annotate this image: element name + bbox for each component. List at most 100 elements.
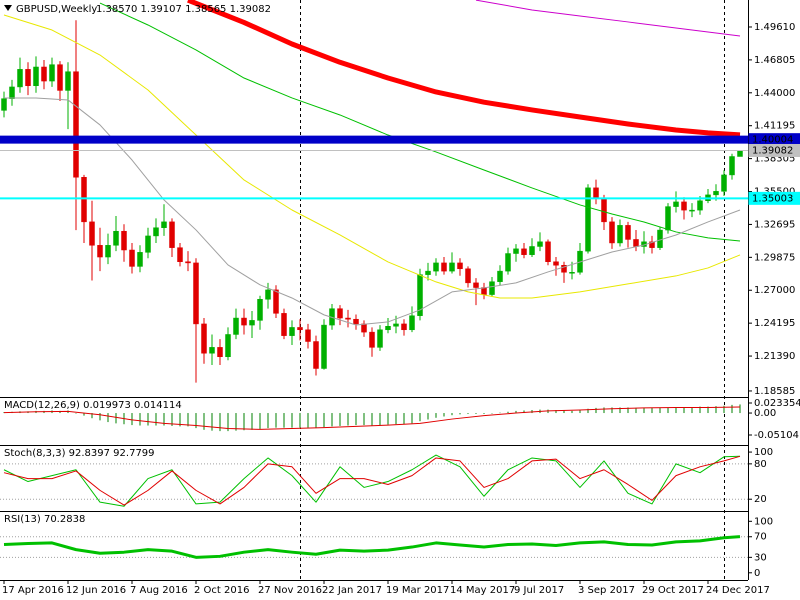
histogram-bar: [651, 407, 653, 414]
candle-body: [625, 225, 631, 240]
y-tick-label: 1.32695: [754, 219, 795, 230]
indicator-line: [4, 97, 741, 326]
histogram-bar: [555, 410, 557, 414]
candle-body: [521, 248, 527, 255]
y-tick-label: 30: [754, 552, 767, 563]
candle-body: [353, 318, 359, 325]
x-tick-label: 12 Jun 2016: [66, 585, 126, 596]
histogram-bar: [507, 411, 509, 414]
candle-body: [593, 187, 599, 199]
candle-body: [97, 245, 103, 258]
candle-body: [401, 323, 407, 331]
symbol-menu-icon[interactable]: [4, 5, 12, 11]
candle-body: [473, 282, 479, 288]
candle-body: [497, 270, 503, 282]
histogram-bar: [331, 413, 333, 427]
ohlc-info: 1.38570 1.39107 1.38565 1.39082: [96, 4, 271, 15]
histogram-bar: [627, 407, 629, 414]
histogram-bar: [643, 407, 645, 414]
candle-body: [209, 347, 215, 354]
candle-body: [145, 235, 151, 253]
candle-body: [729, 156, 735, 176]
histogram-bar: [699, 406, 701, 414]
stoch-title: Stoch(8,3,3) 92.8397 92.7799: [4, 448, 155, 459]
histogram-bar: [339, 413, 341, 426]
histogram-bar: [443, 413, 445, 417]
price-tag-label: 1.40004: [752, 135, 793, 146]
candle-body: [305, 329, 311, 342]
candle-body: [441, 262, 447, 272]
histogram-bar: [179, 413, 181, 427]
candle-body: [241, 317, 247, 326]
histogram-bar: [139, 413, 141, 426]
candle-body: [697, 200, 703, 211]
candle-body: [129, 249, 135, 267]
histogram-bar: [115, 413, 117, 424]
histogram-bar: [459, 413, 461, 415]
histogram-bar: [739, 404, 741, 414]
histogram-bar: [667, 407, 669, 414]
histogram-bar: [499, 412, 501, 414]
histogram-bar: [211, 413, 213, 431]
histogram-bar: [323, 413, 325, 428]
histogram-bar: [243, 413, 245, 431]
histogram-bar: [299, 413, 301, 428]
candle-body: [569, 272, 575, 274]
histogram-bar: [155, 413, 157, 426]
x-tick-label: 19 Mar 2017: [386, 585, 449, 596]
price-tag-label: 1.39082: [752, 145, 793, 156]
candle-body: [265, 289, 271, 300]
candle-body: [545, 241, 551, 262]
candle-body: [681, 201, 687, 211]
candle-body: [337, 308, 343, 319]
candle-body: [57, 64, 63, 91]
x-tick-label: 22 Jan 2017: [322, 585, 382, 596]
candle-body: [601, 198, 607, 223]
candle-body: [169, 221, 175, 248]
candle-body: [73, 71, 79, 178]
candle-body: [177, 247, 183, 262]
x-tick-label: 3 Sep 2017: [578, 585, 635, 596]
candle-body: [633, 239, 639, 247]
histogram-bar: [579, 410, 581, 414]
x-tick-label: 29 Oct 2017: [642, 585, 704, 596]
histogram-bar: [347, 413, 349, 426]
candle-body: [721, 174, 727, 192]
candle-body: [345, 317, 351, 320]
histogram-bar: [731, 404, 733, 414]
histogram-bar: [379, 413, 381, 426]
candle-body: [537, 241, 543, 247]
candle-body: [369, 331, 375, 348]
histogram-bar: [515, 410, 517, 414]
indicator-line: [3, 454, 741, 507]
candle-body: [489, 281, 495, 295]
histogram-bar: [147, 413, 149, 426]
indicator-line: [187, 0, 741, 138]
candle-body: [233, 317, 239, 335]
candle-body: [673, 201, 679, 207]
candle-body: [257, 299, 263, 321]
price-tag: [748, 143, 800, 157]
histogram-bar: [715, 406, 717, 414]
y-tick-label: 0.00: [754, 408, 776, 419]
histogram-bar: [587, 408, 589, 414]
histogram-bar: [683, 407, 685, 414]
candle-body: [617, 225, 623, 244]
histogram-bar: [387, 413, 389, 425]
candle-body: [81, 177, 87, 223]
candle-body: [689, 209, 695, 212]
candle-body: [377, 329, 383, 348]
indicator-line: [3, 14, 741, 299]
candle-body: [185, 261, 191, 264]
candle-body: [113, 230, 119, 246]
candle-body: [393, 323, 399, 327]
histogram-bar: [91, 413, 93, 419]
candle-body: [121, 230, 127, 251]
y-tick-label: 1.18585: [754, 386, 795, 397]
histogram-bar: [723, 405, 725, 414]
candle-body: [313, 341, 319, 369]
histogram-bar: [483, 413, 485, 414]
candle-body: [457, 262, 463, 270]
